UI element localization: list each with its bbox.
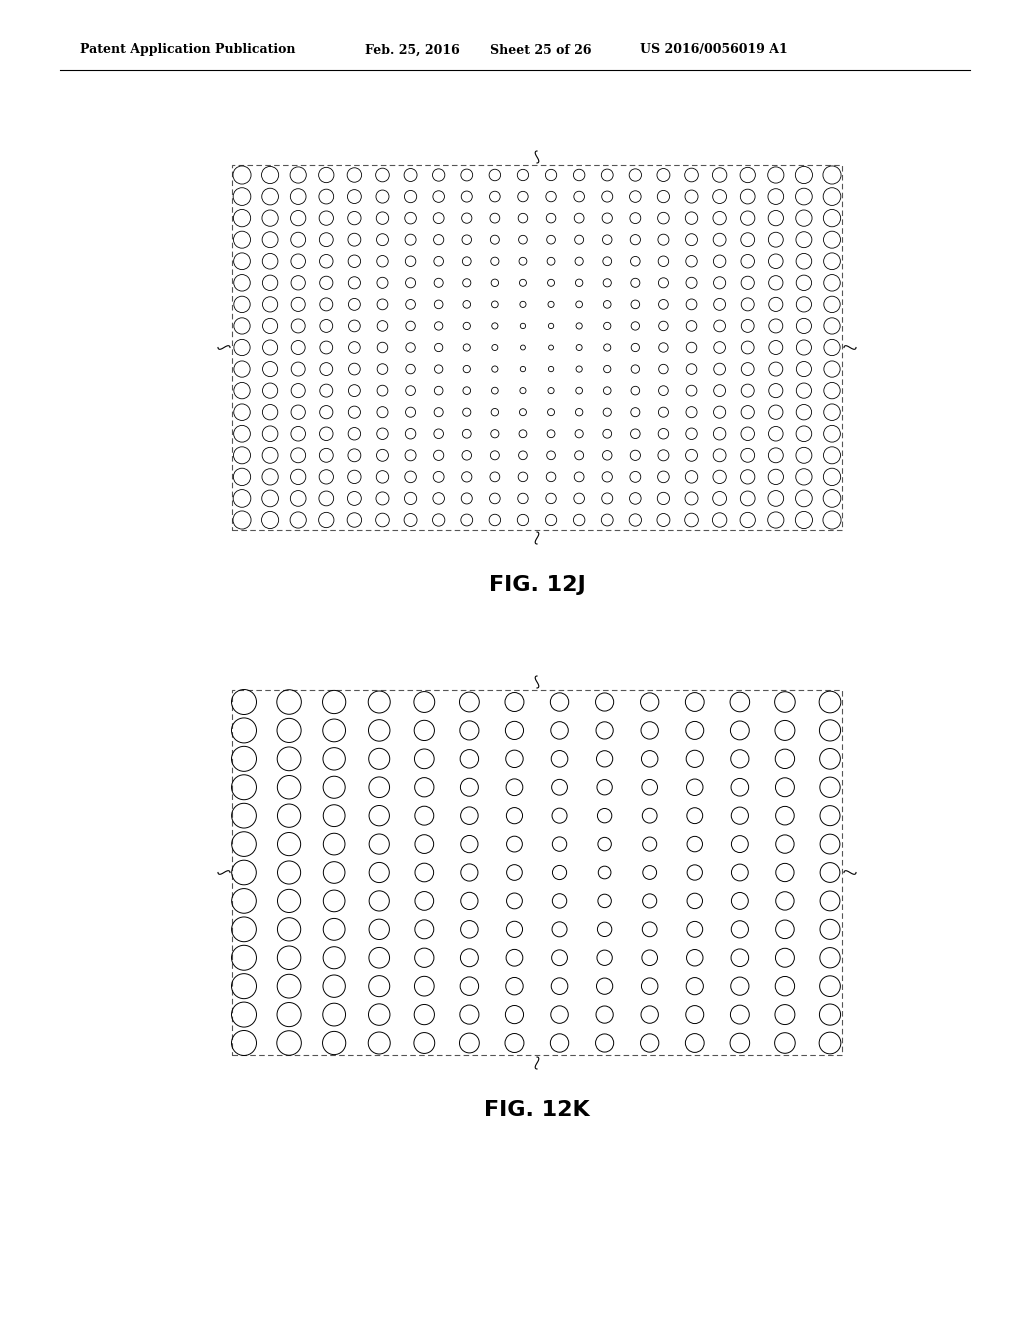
Text: FIG. 12K: FIG. 12K <box>484 1100 590 1119</box>
Text: Feb. 25, 2016: Feb. 25, 2016 <box>365 44 460 57</box>
Text: Patent Application Publication: Patent Application Publication <box>80 44 296 57</box>
Bar <box>232 690 842 1055</box>
Text: US 2016/0056019 A1: US 2016/0056019 A1 <box>640 44 787 57</box>
Bar <box>232 165 842 531</box>
Text: FIG. 12J: FIG. 12J <box>488 576 586 595</box>
Text: Sheet 25 of 26: Sheet 25 of 26 <box>490 44 592 57</box>
